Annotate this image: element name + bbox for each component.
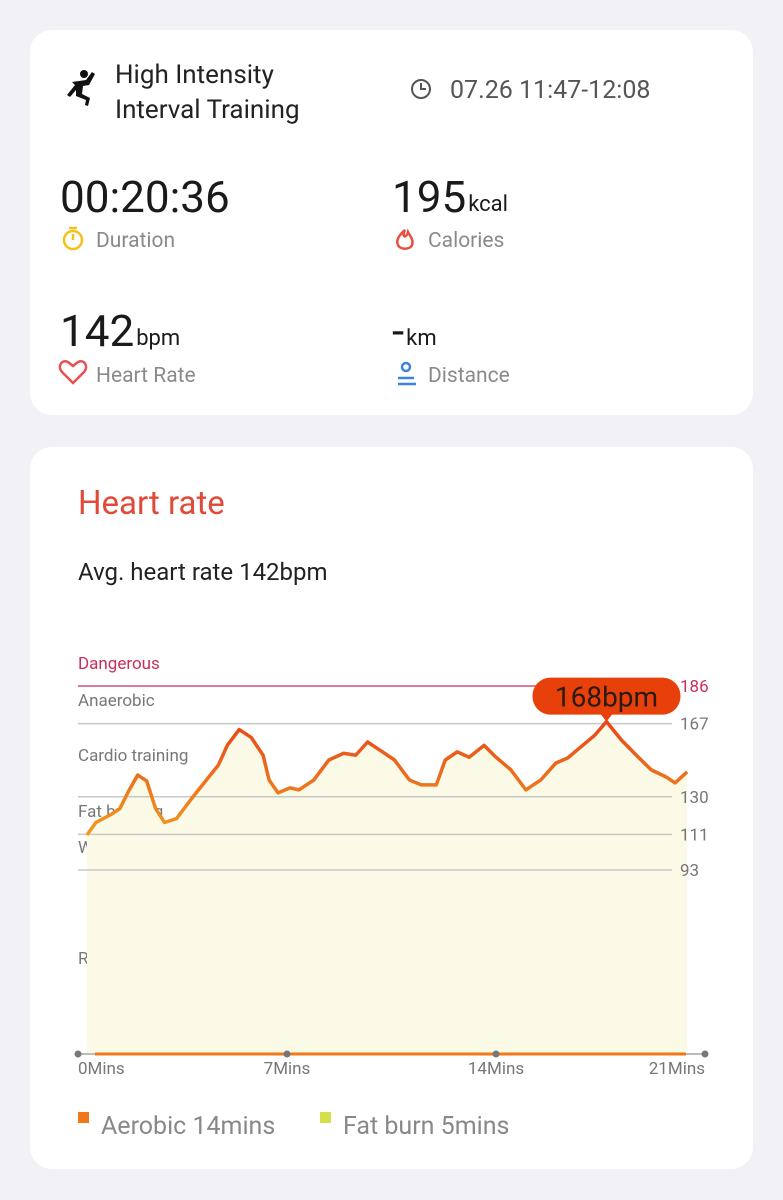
calories-icon [396, 228, 414, 250]
x-tick-label: 14Mins [468, 1059, 524, 1079]
zone-label: Cardio training [78, 746, 188, 766]
hr-area [86, 721, 688, 1054]
workout-title: Interval Training [115, 95, 300, 125]
stat-unit: kcal [468, 192, 508, 217]
x-tick-label: 7Mins [264, 1059, 311, 1079]
zone-label: Dangerous [78, 654, 160, 674]
y-tick-label: 111 [680, 825, 709, 845]
y-tick-label: 93 [680, 861, 699, 881]
hr-line [85, 719, 689, 837]
y-tick-label: 167 [680, 715, 709, 735]
x-tick [283, 1050, 291, 1058]
duration-icon [62, 226, 84, 251]
x-tick [701, 1050, 709, 1058]
peak-pointer [599, 712, 614, 722]
stat-unit: km [406, 326, 436, 351]
stat-value: 00:20:36 [60, 171, 230, 223]
x-tick-label: 21Mins [649, 1059, 705, 1079]
stat-unit: bpm [136, 326, 180, 351]
stat-value: - [392, 305, 404, 357]
stat-label: Heart Rate [96, 364, 196, 388]
summary-card [30, 30, 753, 415]
peak-label: 168bpm [555, 681, 658, 714]
x-tick-label: 0Mins [78, 1059, 125, 1079]
distance-icon [398, 361, 416, 386]
x-tick [492, 1050, 500, 1058]
legend-label: Aerobic 14mins [101, 1112, 275, 1141]
peak-badge [532, 677, 681, 715]
x-tick [74, 1050, 82, 1058]
zone-label: Anaerobic [78, 691, 155, 711]
stat-label: Distance [428, 364, 510, 388]
y-tick-label: 130 [680, 788, 709, 808]
card-title: Heart rate [78, 484, 225, 523]
workout-icon [67, 70, 95, 106]
legend-swatch [320, 1112, 331, 1123]
stat-label: Calories [428, 229, 504, 253]
workout-title: High Intensity [115, 60, 274, 90]
stat-value: 142 [60, 305, 134, 357]
avg-heart-rate: Avg. heart rate 142bpm [78, 558, 328, 586]
legend-swatch [78, 1112, 89, 1123]
stat-label: Duration [96, 229, 175, 253]
y-tick-label: 186 [680, 677, 709, 697]
heart-icon [58, 360, 88, 385]
legend-label: Fat burn 5mins [343, 1112, 509, 1141]
stat-value: 195 [392, 171, 466, 223]
workout-time: 07.26 11:47-12:08 [450, 76, 650, 105]
clock-icon [411, 79, 431, 99]
